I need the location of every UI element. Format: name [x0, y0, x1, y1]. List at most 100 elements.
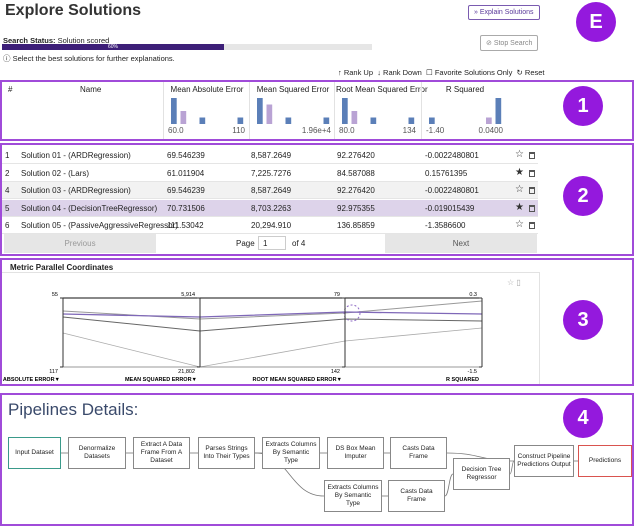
- page-input[interactable]: 1: [258, 236, 286, 250]
- pipeline-node[interactable]: Predictions: [578, 445, 632, 477]
- table-cell: -1.3586600: [425, 221, 466, 230]
- delete-icon[interactable]: [529, 204, 535, 212]
- rank-up[interactable]: ↑ Rank Up: [338, 68, 374, 77]
- table-cell: 8,587.2649: [251, 151, 292, 160]
- hint: ⓘ Select the best solutions for further …: [3, 54, 175, 63]
- table-cell: 2: [5, 168, 10, 178]
- axis-top-label: 79: [334, 292, 340, 298]
- table-cell: -0.0022480801: [425, 186, 479, 195]
- table-cell: Solution 05 - (PassiveAggressiveRegresso…: [21, 221, 178, 230]
- pipeline-edge: [444, 473, 454, 497]
- histogram-bar: [495, 98, 502, 124]
- table-row[interactable]: 2 Solution 02 - (Lars) 61.011904 7,225.7276…: [2, 164, 538, 182]
- pipeline-node[interactable]: Decision Tree Regressor: [453, 458, 510, 490]
- delete-icon[interactable]: [529, 152, 535, 159]
- table-cell: 70.731506: [167, 203, 205, 213]
- histogram-bar: [342, 98, 348, 124]
- histogram-bar: [486, 117, 492, 124]
- progress-fill: 60%: [2, 44, 224, 50]
- rank-down-label: Rank Down: [383, 68, 422, 77]
- favorite-star[interactable]: ★: [515, 166, 524, 178]
- parallel-line: [62, 300, 483, 320]
- favorites-label: Favorite Solutions Only: [434, 68, 513, 77]
- panel-pipelines: Pipelines Details: Input Dataset Denormali…: [0, 393, 634, 526]
- next-button[interactable]: Next: [385, 234, 537, 253]
- favorite-star[interactable]: ☆: [515, 219, 524, 230]
- parallel-line: [62, 327, 483, 368]
- badge: 4: [563, 398, 603, 438]
- toolbar: ↑ Rank Up ↓ Rank Down ☐ Favorite Solutio…: [338, 68, 545, 77]
- delete-icon[interactable]: [529, 187, 535, 194]
- favorite-star[interactable]: ☆: [515, 149, 524, 160]
- table-cell: 61.011904: [167, 168, 205, 178]
- histogram: [342, 98, 415, 124]
- column-divider: [421, 82, 422, 139]
- pipeline-node[interactable]: Construct Pipeline Predictions Output: [514, 445, 574, 477]
- rank-down[interactable]: ↓ Rank Down: [377, 68, 422, 77]
- delete-icon[interactable]: [529, 222, 535, 229]
- table-row[interactable]: 6 Solution 05 - (PassiveAggressiveRegress…: [2, 217, 538, 234]
- column-divider: [249, 82, 250, 139]
- histogram: [171, 98, 244, 124]
- parallel-title: Metric Parallel Coordinates: [10, 263, 114, 272]
- pipelines-title: Pipelines Details:: [8, 400, 139, 419]
- column-header: Mean Squared Error: [256, 85, 330, 94]
- name-header: Name: [80, 85, 102, 94]
- histogram-bar: [257, 98, 263, 124]
- histogram-bar: [351, 111, 358, 124]
- previous-button[interactable]: Previous: [4, 234, 156, 253]
- column-divider: [334, 82, 335, 139]
- favorites-toggle[interactable]: ☐ Favorite Solutions Only: [426, 68, 513, 77]
- column-divider: [163, 82, 164, 139]
- panel-histograms: # Name Mean Absolute Error 60.0 110 Mean Squa…: [0, 80, 634, 141]
- reset[interactable]: ↻ Reset: [516, 68, 545, 77]
- table-cell: 0.15761395: [425, 168, 468, 178]
- pipeline-node[interactable]: Extract A Data Frame From A Dataset: [133, 437, 190, 469]
- histogram-bar: [199, 117, 206, 124]
- parallel-chart: ☆ ▯ 55 117 MEAN ABSOLUTE ERROR▼ 5,914 21,802 M…: [2, 272, 540, 384]
- table-cell: Solution 03 - (ARDRegression): [21, 186, 131, 195]
- axis-name: ROOT MEAN SQUARED ERROR▼: [253, 377, 342, 383]
- hint-text: Select the best solutions for further ex…: [12, 54, 175, 63]
- pipeline-node[interactable]: DS Box Mean Imputer: [327, 437, 384, 469]
- favorite-star[interactable]: ☆: [515, 184, 524, 195]
- table-cell: 1: [5, 151, 10, 160]
- table-cell: Solution 04 - (DecisionTreeRegressor): [21, 203, 158, 213]
- page-count: of 4: [292, 239, 306, 248]
- table-cell: Solution 02 - (Lars): [21, 168, 90, 178]
- parallel-line: [62, 316, 483, 332]
- table-cell: 20,294.910: [251, 221, 292, 230]
- page-label: Page: [236, 239, 255, 248]
- pipeline-node[interactable]: Extracts Columns By Semantic Type: [262, 437, 320, 469]
- delete-icon[interactable]: [529, 169, 535, 177]
- badge: 3: [563, 300, 603, 340]
- icons: ☆ ▯: [507, 278, 521, 287]
- table-cell: 84.587088: [337, 168, 375, 178]
- pipeline-node[interactable]: Casts Data Frame: [390, 437, 447, 469]
- rank-up-label: Rank Up: [343, 68, 374, 77]
- column-header: Mean Absolute Error: [170, 85, 244, 94]
- axis-max: 1.96e+4: [301, 126, 331, 135]
- axis-name: MEAN ABSOLUTE ERROR▼: [2, 377, 60, 383]
- badge: 1: [563, 86, 603, 126]
- pipeline-node[interactable]: Denormalize Datasets: [68, 437, 126, 469]
- axis-name: MEAN SQUARED ERROR▼: [125, 377, 197, 383]
- axis-max: 0.0400: [478, 126, 503, 135]
- pipeline-node[interactable]: Input Dataset: [8, 437, 61, 469]
- status-label: Search Status:: [3, 36, 56, 45]
- pipeline-node[interactable]: Casts Data Frame: [388, 480, 445, 512]
- pipeline-node[interactable]: Parses Strings Into Their Types: [198, 437, 255, 469]
- stop-button[interactable]: ⊘ Stop Search: [480, 35, 539, 51]
- histogram: [429, 98, 502, 124]
- table-row[interactable]: 1 Solution 01 - (ARDRegression) 69.546239 8…: [2, 147, 538, 164]
- progress-label: 60%: [107, 44, 118, 50]
- column-header: Root Mean Squared Error: [336, 85, 428, 94]
- table-row[interactable]: 5 Solution 04 - (DecisionTreeRegressor) 70…: [2, 199, 538, 217]
- explain-button[interactable]: » Explain Solutions: [468, 5, 540, 20]
- table-row[interactable]: 4 Solution 03 - (ARDRegression) 69.546239 8…: [2, 182, 538, 199]
- table-cell: 69.546239: [167, 151, 205, 160]
- table-cell: 92.276420: [337, 186, 375, 195]
- table-cell: 6: [5, 221, 10, 230]
- pipeline-node[interactable]: Extracts Columns By Semantic Type: [324, 480, 382, 512]
- favorite-star[interactable]: ★: [515, 201, 524, 213]
